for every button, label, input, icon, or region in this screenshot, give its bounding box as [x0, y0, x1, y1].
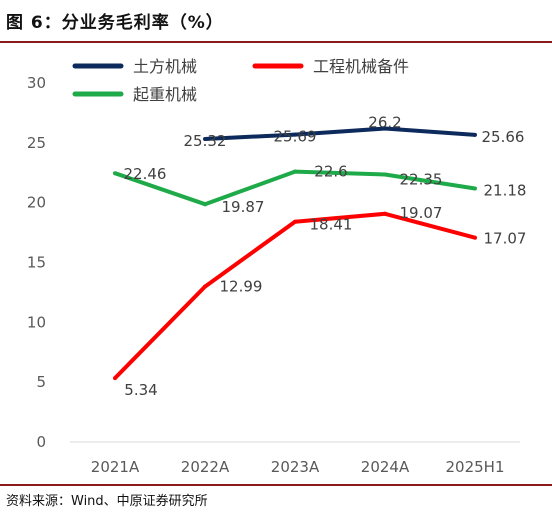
- data-point-s2-2024A: [383, 211, 387, 216]
- data-point-s2-2025H1: [473, 235, 477, 240]
- data-label-s3-2025H1: 21.18: [484, 182, 527, 200]
- data-label-s2-2024A: 19.07: [400, 204, 443, 222]
- data-label-s3-2024A: 22.35: [400, 171, 443, 189]
- data-label-s2-2025H1: 17.07: [484, 230, 527, 248]
- y-tick-label-10: 10: [27, 313, 46, 331]
- x-tick-label-2021A: 2021A: [91, 458, 140, 476]
- data-label-s1-2023A: 25.69: [274, 128, 317, 146]
- y-tick-label-30: 30: [27, 74, 46, 92]
- data-point-s1-2022A: [203, 137, 207, 142]
- y-tick-label-5: 5: [36, 373, 46, 391]
- data-point-s2-2021A: [113, 376, 117, 381]
- data-label-s3-2022A: 19.87: [222, 198, 265, 216]
- x-tick-label-2023A: 2023A: [271, 458, 320, 476]
- data-label-s2-2022A: 12.99: [220, 278, 263, 296]
- legend-label-3: 起重机械: [133, 85, 197, 104]
- data-label-s1-2025H1: 25.66: [482, 128, 525, 146]
- x-tick-label-2025H1: 2025H1: [446, 458, 505, 476]
- series-line-1: [204, 126, 476, 141]
- legend-label-1: 土方机械: [133, 57, 197, 76]
- data-label-s3-2023A: 22.6: [314, 163, 347, 181]
- data-point-s1-2024A: [383, 126, 387, 131]
- x-tick-label-2022A: 2022A: [181, 458, 230, 476]
- y-tick-label-15: 15: [27, 254, 46, 272]
- data-point-s1-2025H1: [473, 132, 477, 137]
- data-point-s3-2024A: [383, 172, 387, 177]
- data-point-s3-2022A: [203, 202, 207, 207]
- source-note: 资料来源：Wind、中原证券研究所: [6, 494, 208, 509]
- data-point-s3-2021A: [113, 171, 117, 176]
- line-chart: 0 5 10 15 20 25 30 2021A 2022A 2023A 2024A 2025H1 25…: [27, 57, 527, 476]
- data-label-s3-2021A: 22.46: [124, 165, 167, 183]
- y-tick-label-0: 0: [36, 433, 46, 451]
- data-point-s3-2023A: [293, 169, 297, 174]
- data-point-s3-2025H1: [473, 186, 477, 191]
- data-label-s1-2024A: 26.2: [368, 113, 401, 131]
- bottom-rule: [0, 484, 552, 486]
- series-line-2: [113, 211, 476, 380]
- data-point-s2-2023A: [293, 219, 297, 224]
- top-rule: [0, 41, 552, 43]
- legend-label-2: 工程机械备件: [313, 57, 409, 76]
- data-label-s2-2023A: 18.41: [310, 216, 353, 234]
- data-label-s1-2022A: 25.32: [184, 132, 227, 150]
- x-tick-label-2024A: 2024A: [361, 458, 410, 476]
- y-tick-label-25: 25: [27, 134, 46, 152]
- data-label-s2-2021A: 5.34: [124, 381, 157, 399]
- y-tick-label-20: 20: [27, 194, 46, 212]
- figure-title: 图 6：分业务毛利率（%）: [6, 13, 224, 33]
- data-point-s1-2023A: [293, 132, 297, 137]
- data-point-s2-2022A: [203, 284, 207, 289]
